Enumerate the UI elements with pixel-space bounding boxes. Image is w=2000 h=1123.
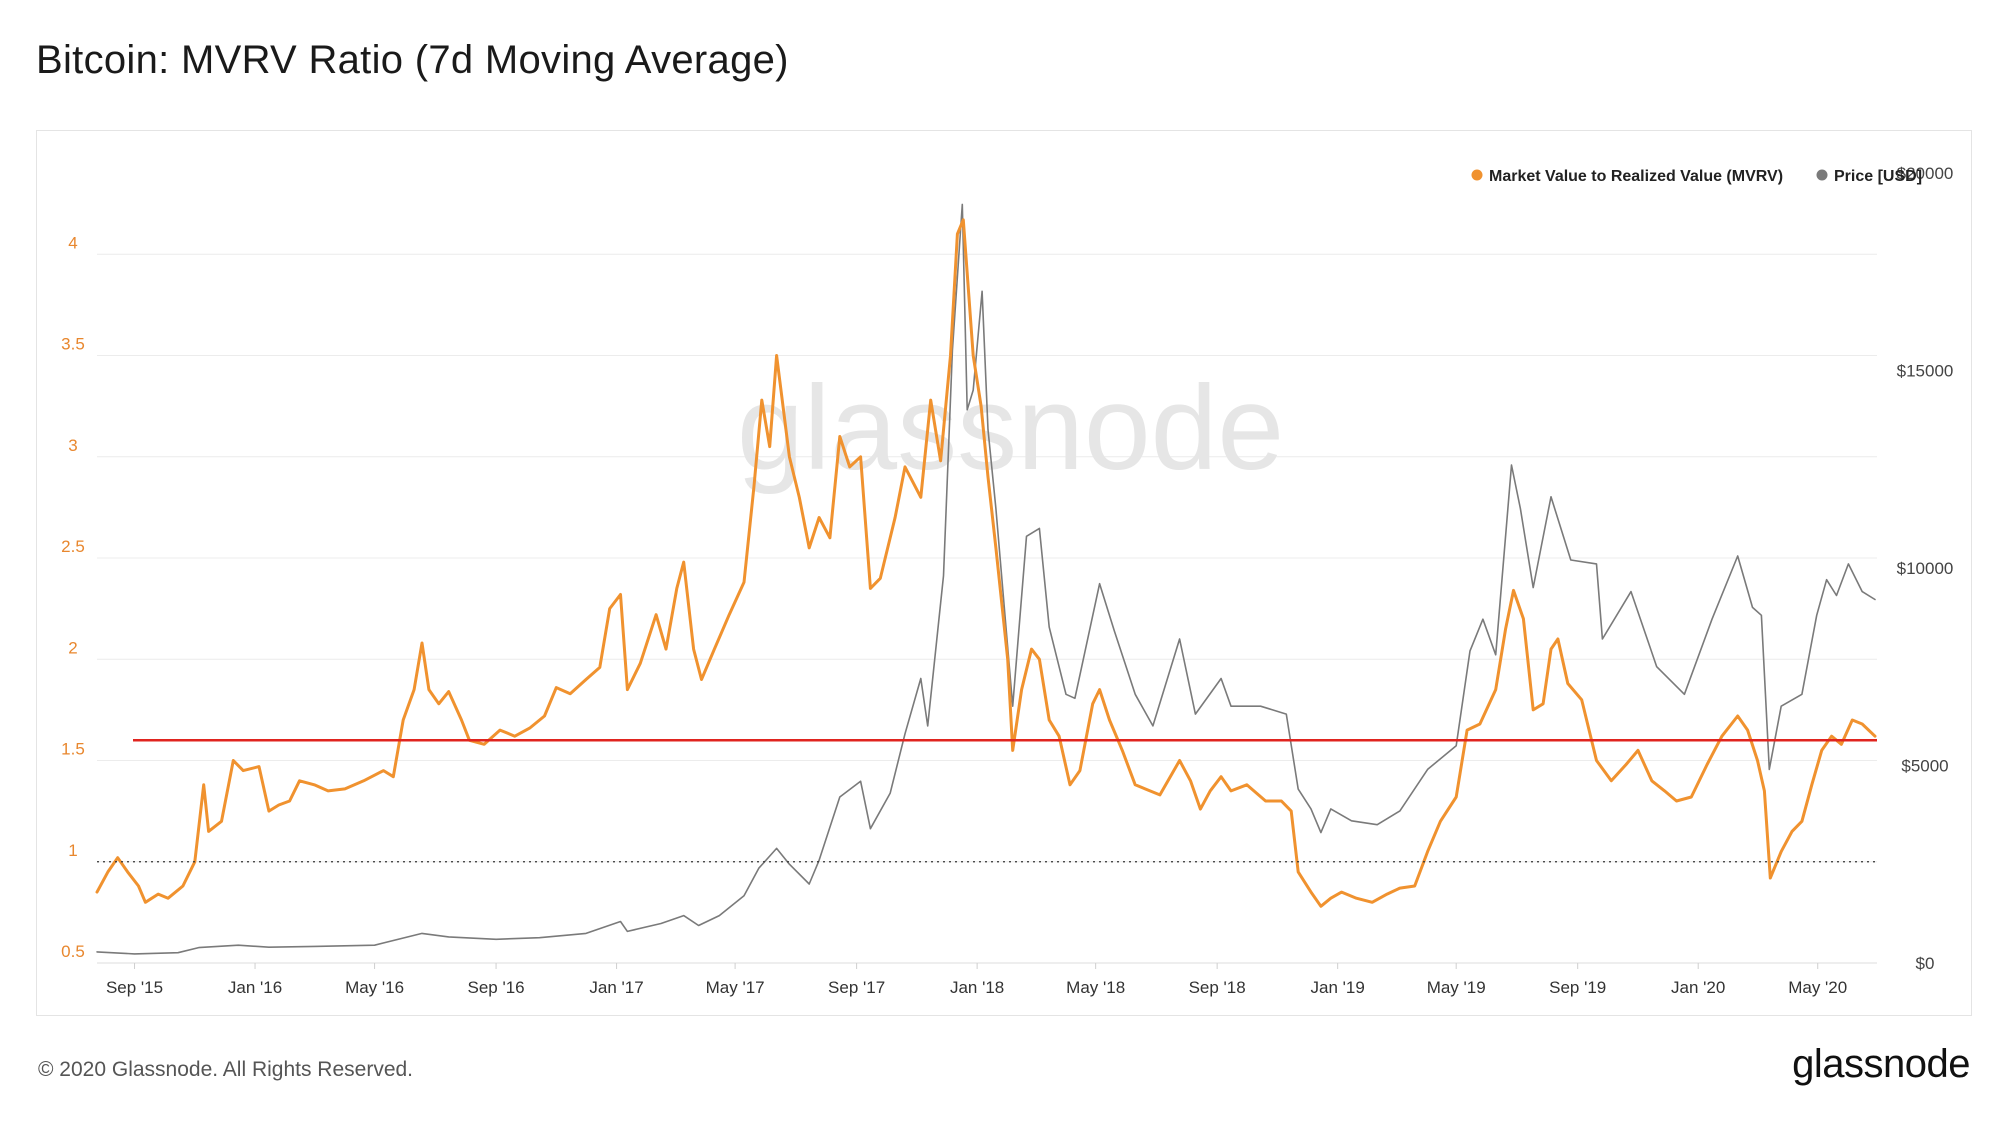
mvrv-line [95,218,1877,908]
left-tick-label: 2 [68,638,77,657]
right-tick-label: $5000 [1901,756,1948,775]
price-line [96,203,1876,955]
x-tick-label: Sep '15 [106,978,163,997]
left-tick-label: 3.5 [61,335,85,354]
x-tick-label: Jan '16 [228,978,282,997]
x-axis: Sep '15 Jan '16 May '16 Sep '16 Jan '17 May '… [106,963,1847,997]
x-tick-label: Sep '16 [467,978,524,997]
legend-dot [1816,169,1828,181]
x-tick-label: Jan '20 [1671,978,1725,997]
left-tick-label: 2.5 [61,537,85,556]
right-axis: $0 $5000 $10000 $15000 $20000 [1897,164,1954,973]
x-tick-label: May '16 [345,978,404,997]
reference-lines [97,739,1877,863]
glassnode-logo[interactable]: glassnode [1792,1042,1970,1086]
x-tick-label: Sep '18 [1189,978,1246,997]
legend-label[interactable]: Market Value to Realized Value (MVRV) [1489,168,1783,185]
left-tick-label: 1.5 [61,740,85,759]
left-tick-label: 3 [68,436,77,455]
x-tick-label: Jan '18 [950,978,1004,997]
x-tick-label: Jan '17 [589,978,643,997]
chart-panel: glassnode 0.5 1 1.5 2 2.5 3 3.5 4 $0 $5000 $10000… [36,130,1972,1016]
right-tick-label: $20000 [1897,164,1954,183]
legend-dot [1471,169,1483,181]
x-tick-label: May '18 [1066,978,1125,997]
x-tick-label: May '17 [706,978,765,997]
right-tick-label: $10000 [1897,559,1954,578]
left-axis: 0.5 1 1.5 2 2.5 3 3.5 4 [61,233,85,961]
chart-title: Bitcoin: MVRV Ratio (7d Moving Average) [36,38,789,82]
right-tick-label: $0 [1916,954,1935,973]
left-tick-label: 4 [68,233,77,252]
x-tick-label: Sep '17 [828,978,885,997]
left-tick-label: 1 [68,841,77,860]
copyright-text: © 2020 Glassnode. All Rights Reserved. [38,1058,414,1081]
right-tick-label: $15000 [1897,361,1954,380]
legend-label[interactable]: Price [USD] [1834,168,1922,185]
x-tick-label: Jan '19 [1311,978,1365,997]
x-tick-label: Sep '19 [1549,978,1606,997]
x-tick-label: May '19 [1427,978,1486,997]
watermark-text: glassnode [737,361,1284,495]
x-tick-label: May '20 [1788,978,1847,997]
left-tick-label: 0.5 [61,942,85,961]
series-layer [95,203,1877,955]
chart-svg[interactable]: glassnode 0.5 1 1.5 2 2.5 3 3.5 4 $0 $5000 $10000… [37,131,1973,1017]
legend[interactable]: Market Value to Realized Value (MVRV) Pri… [1471,168,1923,185]
